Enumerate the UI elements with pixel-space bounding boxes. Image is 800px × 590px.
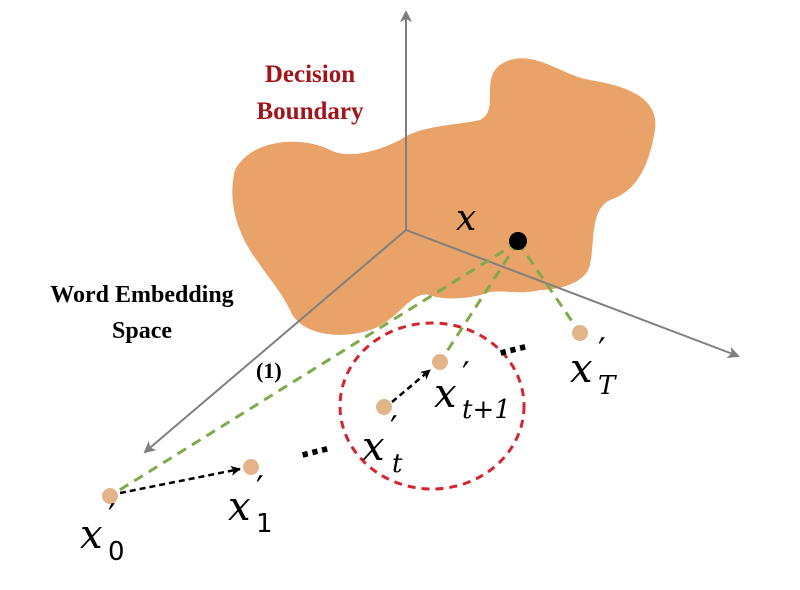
svg-text:0: 0	[108, 537, 125, 567]
axis-left	[143, 229, 407, 454]
svg-text:1: 1	[256, 509, 273, 539]
space-label-line1: Word Embedding	[50, 282, 233, 308]
svg-text:t: t	[392, 449, 403, 479]
svg-text:x: x	[434, 371, 457, 417]
point-xt1	[432, 354, 448, 370]
svg-text:x: x	[570, 346, 593, 392]
point-xT	[572, 325, 588, 341]
svg-text:′: ′	[390, 409, 398, 449]
step-marker-1: (1)	[256, 358, 282, 383]
svg-text:t+1: t+1	[462, 395, 511, 425]
green-dash-x-to-xt1	[438, 241, 520, 363]
decision-boundary-title-line2: Boundary	[257, 98, 364, 125]
step-arrow-x0-to-x1	[119, 465, 241, 495]
label-xt: x ′ t	[362, 409, 403, 479]
svg-text:′: ′	[108, 497, 116, 537]
green-dash-x-to-x0	[109, 240, 519, 498]
svg-text:′: ′	[462, 355, 470, 395]
label-xt1: x ′ t+1	[434, 355, 511, 425]
point-x	[509, 232, 527, 250]
label-x1: x ′ 1	[228, 469, 273, 539]
step-arrow-xt-to-xt1	[391, 369, 431, 403]
svg-text:x: x	[228, 484, 251, 530]
svg-text:T: T	[598, 371, 617, 401]
label-x: x	[456, 198, 476, 239]
svg-text:x: x	[80, 512, 103, 558]
axis-right	[405, 229, 740, 359]
green-dash-x-to-xT	[516, 241, 582, 334]
neighborhood-circle	[338, 321, 526, 491]
svg-text:′: ′	[256, 469, 264, 509]
space-label-line2: Space	[112, 318, 172, 344]
decision-boundary-region	[232, 58, 656, 335]
point-x0	[102, 488, 118, 504]
point-x1	[243, 459, 259, 475]
label-x0: x ′ 0	[80, 497, 125, 567]
decision-boundary-title-line1: Decision	[265, 61, 355, 88]
svg-text:x: x	[362, 424, 385, 470]
ellipsis-left: ⋯	[296, 432, 334, 473]
point-xt	[376, 399, 392, 415]
svg-text:′: ′	[598, 331, 606, 371]
ellipsis-right: ⋯	[494, 330, 532, 371]
label-xT: x ′ T	[570, 331, 617, 401]
